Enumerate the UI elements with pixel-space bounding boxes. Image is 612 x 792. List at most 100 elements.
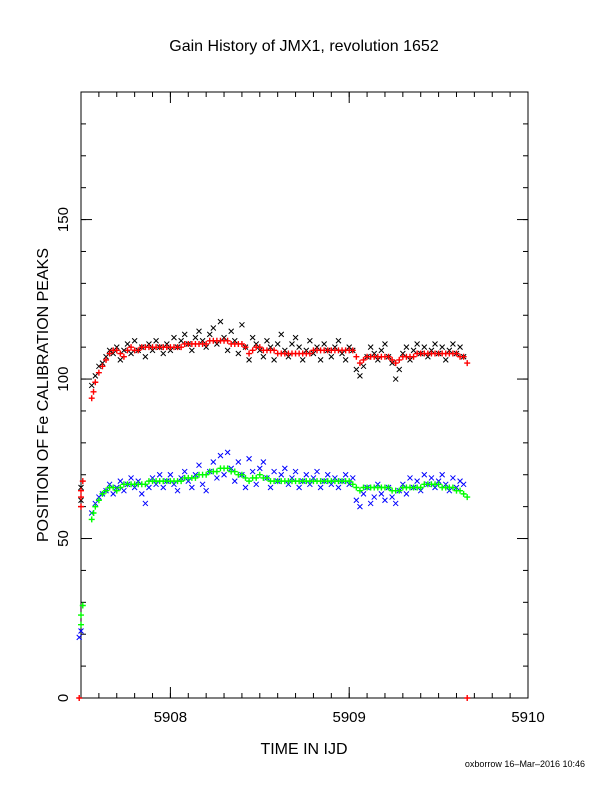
data-point: [185, 478, 192, 484]
data-point: [235, 459, 242, 465]
data-point: [103, 356, 110, 363]
data-point: [224, 347, 231, 354]
data-point: [99, 363, 106, 370]
data-point: [464, 695, 471, 701]
data-point: [289, 475, 295, 481]
data-point: [410, 353, 417, 360]
data-point: [274, 341, 281, 347]
data-point: [203, 487, 210, 494]
data-point: [246, 478, 253, 485]
data-point: [78, 621, 84, 628]
data-point: [181, 468, 188, 475]
data-point: [432, 341, 438, 347]
data-point: [171, 481, 177, 488]
data-point: [256, 344, 263, 351]
data-point: [95, 369, 102, 376]
data-point: [407, 357, 413, 363]
data-point: [124, 341, 131, 347]
data-point: [103, 487, 110, 494]
data-point: [428, 347, 435, 354]
data-point: [421, 471, 428, 478]
data-point: [442, 481, 449, 488]
data-point: [267, 344, 274, 351]
y-tick-label: 0: [55, 694, 72, 702]
data-point: [113, 347, 120, 354]
data-point: [199, 481, 206, 488]
data-point: [271, 357, 277, 363]
data-point: [349, 475, 356, 481]
data-point: [189, 347, 195, 354]
data-point: [217, 452, 224, 459]
data-point: [360, 356, 367, 363]
data-point: [464, 360, 471, 367]
data-point: [99, 360, 106, 366]
data-point: [396, 487, 403, 494]
data-point: [203, 471, 210, 478]
data-point: [371, 494, 378, 500]
data-point: [90, 510, 97, 517]
data-point: [382, 497, 388, 504]
data-point: [246, 357, 252, 363]
data-point: [374, 481, 381, 488]
data-point: [160, 484, 167, 491]
data-point: [256, 465, 263, 472]
data-point: [178, 344, 185, 351]
data-point: [374, 357, 381, 363]
data-point: [421, 344, 428, 351]
data-point: [224, 337, 231, 344]
data-point: [167, 347, 174, 354]
data-point: [221, 471, 227, 478]
data-point: [131, 484, 138, 491]
data-point: [120, 353, 127, 360]
data-point: [149, 475, 156, 481]
data-point: [106, 350, 113, 357]
data-point: [307, 337, 313, 344]
plot-area: [80, 91, 529, 699]
data-point: [450, 475, 456, 481]
data-point: [110, 491, 117, 497]
data-point: [396, 366, 403, 373]
data-point: [242, 344, 249, 351]
data-point: [178, 337, 184, 344]
data-point: [156, 471, 163, 478]
data-point: [346, 481, 353, 488]
series-4: [78, 465, 471, 628]
data-point: [367, 344, 374, 351]
data-point: [460, 481, 467, 488]
data-point: [357, 503, 363, 510]
data-point: [285, 481, 292, 488]
data-point: [296, 484, 302, 491]
data-point: [449, 484, 456, 491]
data-point: [92, 500, 99, 507]
data-point: [196, 462, 202, 469]
data-point: [153, 337, 159, 344]
data-point: [142, 481, 149, 488]
minor-ticks: [80, 91, 529, 699]
data-point: [353, 484, 360, 491]
data-point: [131, 337, 138, 344]
data-point: [88, 382, 95, 389]
data-point: [92, 373, 99, 379]
data-point: [117, 357, 124, 363]
data-point: [353, 353, 360, 360]
data-point: [142, 500, 149, 507]
data-point: [253, 481, 260, 488]
data-point: [224, 449, 231, 456]
data-point: [389, 356, 396, 363]
data-point: [135, 347, 142, 354]
data-point: [399, 481, 406, 488]
x-tick-label: 5910: [511, 709, 544, 726]
data-point: [453, 350, 460, 357]
data-point: [328, 481, 335, 488]
data-point: [263, 474, 270, 481]
data-point: [146, 341, 152, 347]
data-point: [385, 484, 392, 491]
data-point: [171, 334, 177, 341]
data-point: [189, 484, 195, 491]
data-point: [224, 465, 231, 472]
data-point: [360, 363, 367, 370]
data-point: [239, 321, 245, 328]
data-point: [231, 478, 238, 484]
y-tick-label: 150: [55, 207, 72, 232]
data-point: [464, 494, 471, 501]
